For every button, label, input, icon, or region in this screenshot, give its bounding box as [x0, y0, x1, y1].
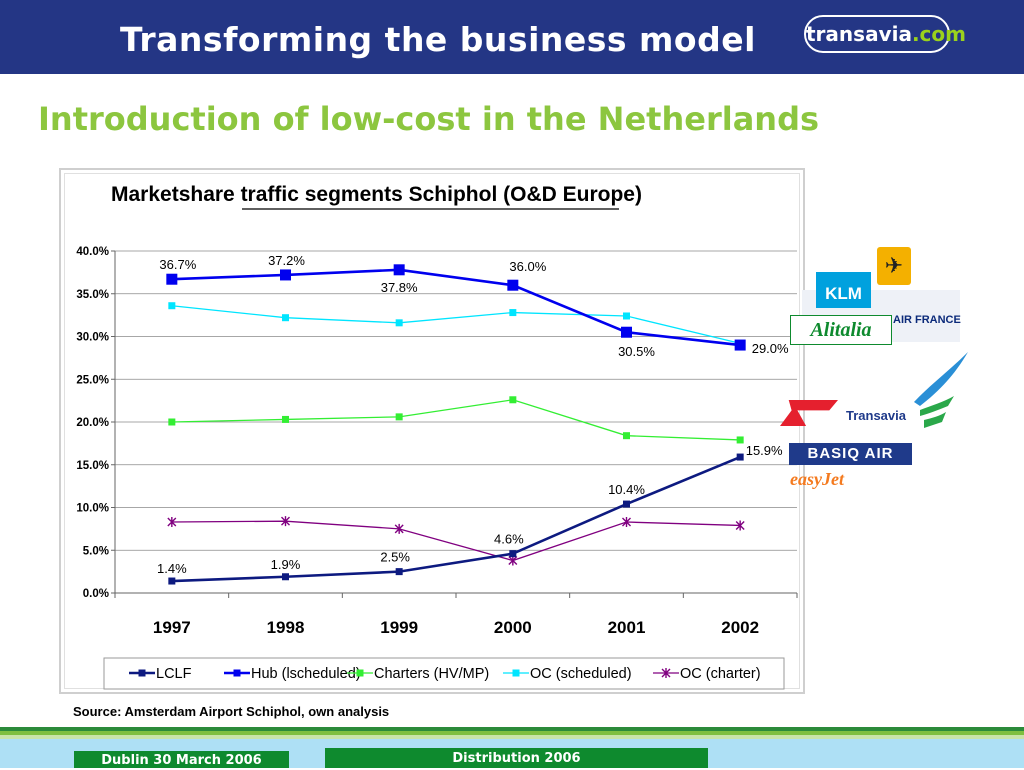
series-line: [171, 520, 741, 562]
basiq-air-logo: BASIQ AIR: [789, 443, 912, 465]
source-note: Source: Amsterdam Airport Schiphol, own …: [73, 704, 390, 719]
data-point: [395, 568, 403, 576]
lclf-data-label: 2.5%: [380, 550, 410, 565]
slide-subtitle: Introduction of low-cost in the Netherla…: [38, 100, 820, 138]
x-tick-label: 2001: [608, 618, 646, 637]
page-title: Transforming the business model: [120, 20, 756, 59]
y-tick-label: 40.0%: [76, 246, 109, 258]
legend-label: Charters (HV/MP): [374, 666, 489, 682]
chart-title: Marketshare traffic segments Schiphol (O…: [111, 183, 642, 206]
data-point: [508, 555, 518, 566]
series-line: [171, 455, 741, 583]
y-tick-label: 5.0%: [83, 545, 109, 557]
series-line: [171, 305, 741, 344]
data-point: [509, 396, 517, 404]
series-line: [171, 399, 741, 441]
legend-swatch-marker: [233, 669, 241, 677]
transavia-logo: transavia.com: [804, 15, 966, 53]
data-point: [281, 516, 290, 527]
data-point: [393, 264, 405, 276]
hub-data-label: 36.0%: [509, 259, 546, 274]
data-point: [621, 326, 632, 338]
legend-label: OC (scheduled): [530, 666, 632, 682]
lclf-data-label: 15.9%: [746, 443, 783, 458]
lclf-data-label: 1.4%: [157, 561, 187, 576]
data-point: [623, 500, 630, 508]
data-point: [167, 517, 177, 528]
brand-name: transavia: [806, 22, 912, 46]
airfrance-label: AIR FRANCE: [893, 314, 961, 326]
data-point: [509, 550, 517, 558]
y-tick-label: 0.0%: [83, 588, 109, 600]
alitalia-logo: Alitalia: [790, 315, 892, 345]
footer-date: Dublin 30 March 2006: [74, 751, 289, 768]
hub-data-label: 30.5%: [618, 344, 655, 359]
y-tick-label: 10.0%: [76, 503, 109, 515]
data-point: [168, 418, 176, 426]
x-tick-label: 2002: [721, 618, 759, 637]
legend-swatch-marker: [356, 669, 364, 677]
y-tick-label: 30.0%: [76, 332, 109, 344]
data-point: [166, 273, 178, 285]
chart-frame: Marketshare traffic segments Schiphol (O…: [59, 168, 805, 694]
data-point: [168, 577, 176, 585]
legend-label: LCLF: [156, 666, 192, 682]
legend-label: Hub (lscheduled): [251, 666, 361, 682]
legend-swatch-marker: [512, 669, 520, 677]
klm-logo: KLM: [816, 272, 871, 308]
data-point: [507, 279, 519, 291]
legend-label: OC (charter): [680, 666, 761, 682]
data-point: [282, 415, 289, 423]
data-point: [736, 436, 744, 444]
x-tick-label: 1999: [380, 618, 418, 637]
lclf-data-label: 1.9%: [271, 557, 301, 572]
hub-data-label: 29.0%: [752, 341, 789, 356]
data-point: [280, 269, 291, 281]
x-tick-label: 2000: [494, 618, 532, 637]
hub-data-label: 37.2%: [268, 253, 305, 268]
transavia-red-mark-icon: [780, 400, 838, 426]
lufthansa-logo: ✈: [877, 247, 911, 285]
data-point: [736, 453, 744, 461]
data-point: [395, 413, 403, 421]
y-tick-label: 20.0%: [76, 417, 109, 429]
data-point: [282, 573, 289, 581]
series-line: [171, 268, 741, 347]
data-point: [168, 302, 176, 310]
legend-swatch-marker: [138, 669, 146, 677]
data-point: [509, 309, 517, 317]
legend-swatch-marker: [661, 668, 671, 678]
lclf-data-label: 4.6%: [494, 532, 524, 547]
footer-event: Distribution 2006: [325, 748, 708, 768]
lclf-data-label: 10.4%: [608, 482, 645, 497]
transavia-green-swoosh-icon: [914, 352, 968, 428]
y-tick-label: 35.0%: [76, 289, 109, 301]
data-point: [394, 523, 404, 534]
data-point: [623, 312, 630, 320]
data-point: [622, 517, 631, 528]
hub-data-label: 36.7%: [159, 257, 196, 272]
header-bar: Transforming the business model transavi…: [0, 0, 1024, 74]
data-point: [734, 339, 746, 351]
line-chart: Marketshare traffic segments Schiphol (O…: [76, 183, 798, 690]
data-point: [735, 520, 745, 531]
x-tick-label: 1998: [267, 618, 305, 637]
airline-logos: AIR FRANCE ✈ KLM Alitalia Transavia BASI…: [780, 240, 980, 500]
y-tick-label: 25.0%: [76, 374, 109, 386]
easyjet-logo: easyJet: [790, 469, 844, 489]
brand-suffix: .com: [911, 22, 966, 46]
y-tick-label: 15.0%: [76, 460, 109, 472]
data-point: [623, 432, 630, 440]
hub-data-label: 37.8%: [381, 280, 418, 295]
crane-icon: ✈: [884, 253, 904, 278]
data-point: [395, 319, 403, 327]
data-point: [282, 314, 289, 322]
transavia-logo-text: Transavia: [846, 408, 906, 423]
x-tick-label: 1997: [153, 618, 191, 637]
